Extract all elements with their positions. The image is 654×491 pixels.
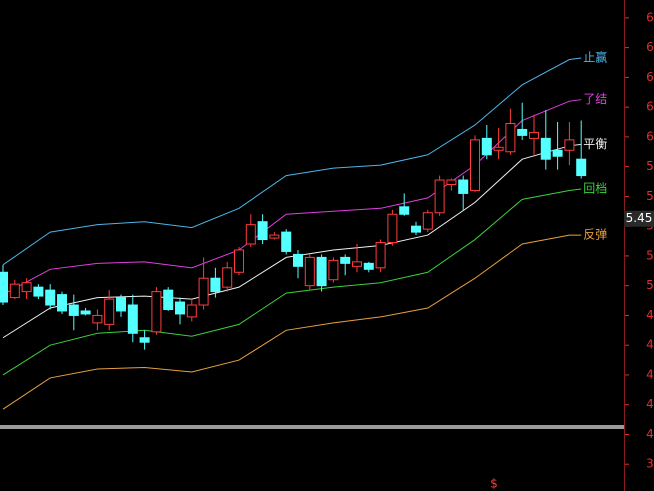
y-tick-label: 5 xyxy=(646,189,654,203)
candle-body xyxy=(281,231,292,252)
price-tag-label: 5.45 xyxy=(626,211,653,225)
y-tick-label: 5 xyxy=(646,159,654,173)
candle-body xyxy=(92,314,103,324)
candle-body xyxy=(33,286,44,297)
band-line xyxy=(2,57,582,266)
divider-bar xyxy=(0,425,624,429)
y-tick-label: 6 xyxy=(646,129,654,143)
candle-body xyxy=(316,256,327,287)
candle-body xyxy=(493,146,504,151)
band-line xyxy=(2,234,582,410)
candle-body xyxy=(564,139,575,151)
candle-body xyxy=(399,206,410,215)
y-tick-label: 6 xyxy=(646,70,654,84)
candle-body xyxy=(116,297,126,312)
candle-body xyxy=(245,224,256,245)
y-tick-label: 5 xyxy=(646,248,654,262)
candle-body xyxy=(411,225,421,233)
candle-body xyxy=(363,262,374,270)
candle-body xyxy=(340,256,351,264)
candle-body xyxy=(470,139,480,191)
candle-body xyxy=(328,259,339,281)
candle-body xyxy=(375,242,386,269)
y-tick-label: 4 xyxy=(646,338,654,352)
band-label: 回档 xyxy=(583,181,607,195)
candle-body xyxy=(198,277,209,306)
y-tick-label: 6 xyxy=(646,100,654,114)
band-label: 平衡 xyxy=(583,137,607,151)
candle-body xyxy=(21,282,32,293)
candle-body xyxy=(257,221,268,241)
marker-label: $ xyxy=(490,477,498,491)
candle-body xyxy=(517,128,528,136)
candle-body xyxy=(458,179,469,194)
y-tick-label: 4 xyxy=(646,367,654,381)
candle-body xyxy=(540,137,551,160)
y-tick-label: 6 xyxy=(646,40,654,54)
candle-body xyxy=(304,256,315,287)
candle-body xyxy=(175,301,185,315)
candle-body xyxy=(505,122,516,153)
candle-body xyxy=(222,267,233,288)
band-label: 止赢 xyxy=(583,50,607,65)
candle-body xyxy=(234,249,244,273)
y-tick-label: 4 xyxy=(646,427,654,441)
candle-body xyxy=(552,149,563,157)
band-label: 反弹 xyxy=(583,228,607,242)
candle-body xyxy=(139,337,150,343)
candle-body xyxy=(422,212,433,230)
candle-body xyxy=(186,304,197,318)
y-tick-label: 4 xyxy=(646,308,654,322)
candle-body xyxy=(481,137,492,156)
y-tick-label: 4 xyxy=(646,397,654,411)
candle-body xyxy=(57,294,67,312)
candle-body xyxy=(529,131,539,139)
candle-body xyxy=(352,261,362,267)
candle-body xyxy=(293,253,303,267)
candle-body xyxy=(163,289,174,310)
candle-body xyxy=(104,298,115,325)
price-tag xyxy=(624,210,654,227)
candle-body xyxy=(434,179,445,214)
candle-body xyxy=(210,277,221,293)
candle-body xyxy=(269,234,280,239)
candle-body xyxy=(576,158,587,177)
candle-body xyxy=(446,179,457,185)
candle-body xyxy=(0,271,8,303)
y-tick-label: 6 xyxy=(646,10,654,24)
candle-body xyxy=(9,283,20,299)
y-tick-label: 3 xyxy=(646,457,654,471)
band-line xyxy=(2,143,582,339)
candle-body xyxy=(151,291,162,333)
band-label: 了结 xyxy=(583,92,607,106)
candle-body xyxy=(45,289,56,306)
candle-body xyxy=(80,310,91,315)
y-tick-label: 5 xyxy=(646,278,654,292)
candle-body xyxy=(68,304,79,316)
candle-body xyxy=(387,213,398,244)
candle-body xyxy=(127,304,138,334)
